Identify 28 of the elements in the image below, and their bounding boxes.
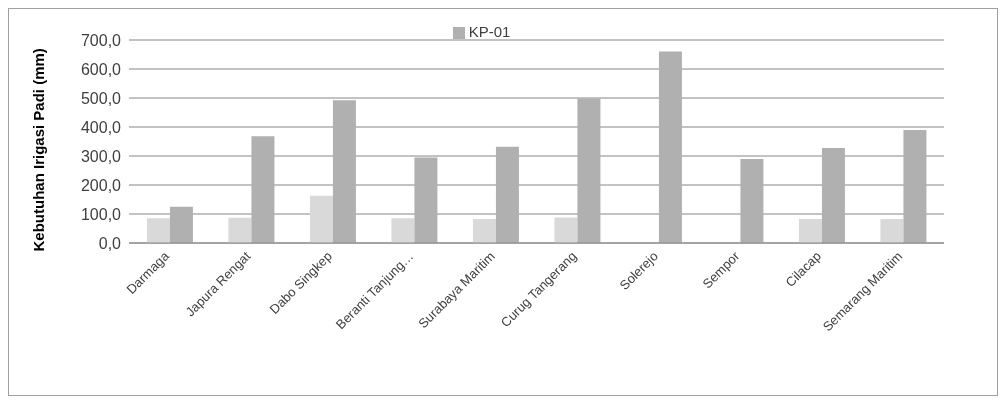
y-axis-title: Kebutuhan Irigasi Padi (mm) [30,48,48,252]
y-tick-label: 200,0 [80,176,122,194]
bar [554,217,578,243]
y-tick-label: 300,0 [80,147,122,165]
y-tick-label: 700,0 [80,31,122,49]
bar [495,146,519,243]
bar [169,206,193,243]
bar [740,158,764,243]
y-tick-label: 400,0 [80,118,122,136]
bar [309,195,333,243]
legend-label: KP-01 [468,23,511,40]
bar [414,157,438,243]
bar [251,136,275,243]
bar [332,100,356,243]
bar [903,129,927,243]
bar [228,217,252,243]
bar [146,218,170,243]
bar [577,98,601,243]
y-tick-label: 100,0 [80,205,122,223]
bar [391,218,415,243]
y-tick-label: 600,0 [80,60,122,78]
y-tick-label: 500,0 [80,89,122,107]
bar [821,147,845,243]
y-tick-label: 0,0 [98,234,122,252]
bar [880,218,904,243]
bar [658,51,682,243]
bar [472,218,496,243]
bar [798,218,822,243]
